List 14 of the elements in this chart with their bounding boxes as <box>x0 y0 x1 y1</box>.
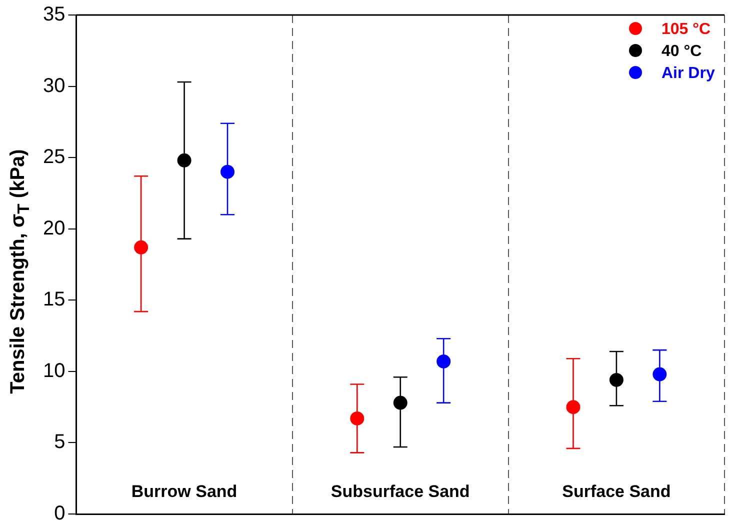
legend-label: Air Dry <box>662 65 715 82</box>
legend-label: 40 °C <box>662 43 702 60</box>
y-tick-label: 25 <box>42 146 66 168</box>
y-tick-label: 10 <box>42 360 66 382</box>
y-tick-label: 20 <box>42 217 66 240</box>
x-tick-label: Burrow Sand <box>131 482 238 501</box>
legend-label: 105 °C <box>662 21 711 38</box>
y-tick-label: 15 <box>42 288 66 311</box>
y-tick-label: 5 <box>54 431 66 454</box>
y-tick-label: 35 <box>42 4 66 26</box>
y-tick-label: 0 <box>54 502 66 525</box>
x-tick-label: Surface Sand <box>562 482 671 501</box>
y-tick-label: 30 <box>42 74 66 97</box>
x-tick-label: Subsurface Sand <box>330 482 470 501</box>
